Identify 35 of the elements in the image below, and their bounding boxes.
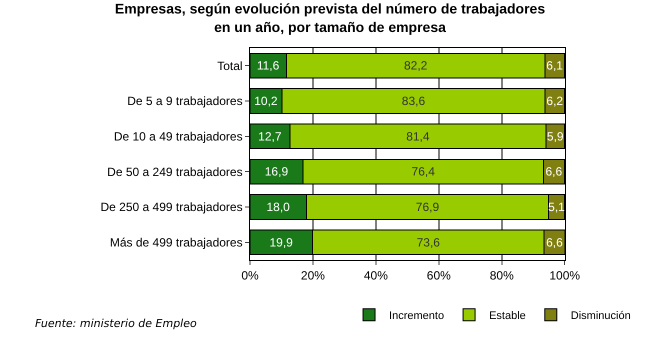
y-tick-label: De 250 a 499 trabajadores [100,200,243,214]
y-tick-label: Más de 499 trabajadores [110,236,243,250]
y-tick-label: Total [217,58,243,73]
data-label: 76,4 [412,164,436,179]
data-label: 73,6 [416,235,440,250]
data-label: 12,7 [258,129,282,144]
data-label: 76,9 [416,200,440,214]
chart-title: Empresas, según evolución prevista del número de trabajadores en un año, por tamaño de empresa [114,0,546,35]
y-tick-label: De 50 a 249 trabajadores [107,164,243,179]
x-tick-label: 0% [241,268,259,282]
data-label: 81,4 [406,129,430,144]
data-label: 82,2 [404,58,428,73]
data-label: 6,6 [545,164,562,179]
data-label: 83,6 [402,94,426,108]
data-label: 19,9 [269,235,294,250]
legend-label: Estable [489,310,526,322]
y-tick-label: De 5 a 9 trabajadores [127,94,243,108]
data-label: 11,6 [256,58,280,73]
x-tick-label: 80% [490,268,514,282]
y-tick-label: De 10 a 49 trabajadores [114,130,243,144]
data-label: 16,9 [264,164,288,179]
data-label: 5,1 [548,200,566,214]
data-label: 10,2 [254,94,278,108]
data-label: 5,9 [546,129,564,144]
x-tick-label: 60% [426,268,452,282]
data-label: 18,0 [266,200,290,214]
data-label: 6,2 [546,94,564,108]
data-label: 6,6 [546,235,564,250]
x-tick-label: 20% [300,268,326,282]
data-label: 6,1 [546,58,564,73]
x-tick-label: 40% [364,268,388,282]
legend-label: Incremento [389,310,444,322]
source-note: Fuente: ministerio de Empleo [35,317,198,330]
x-tick-label: 100% [549,268,580,282]
legend-label: Disminución [570,310,631,322]
